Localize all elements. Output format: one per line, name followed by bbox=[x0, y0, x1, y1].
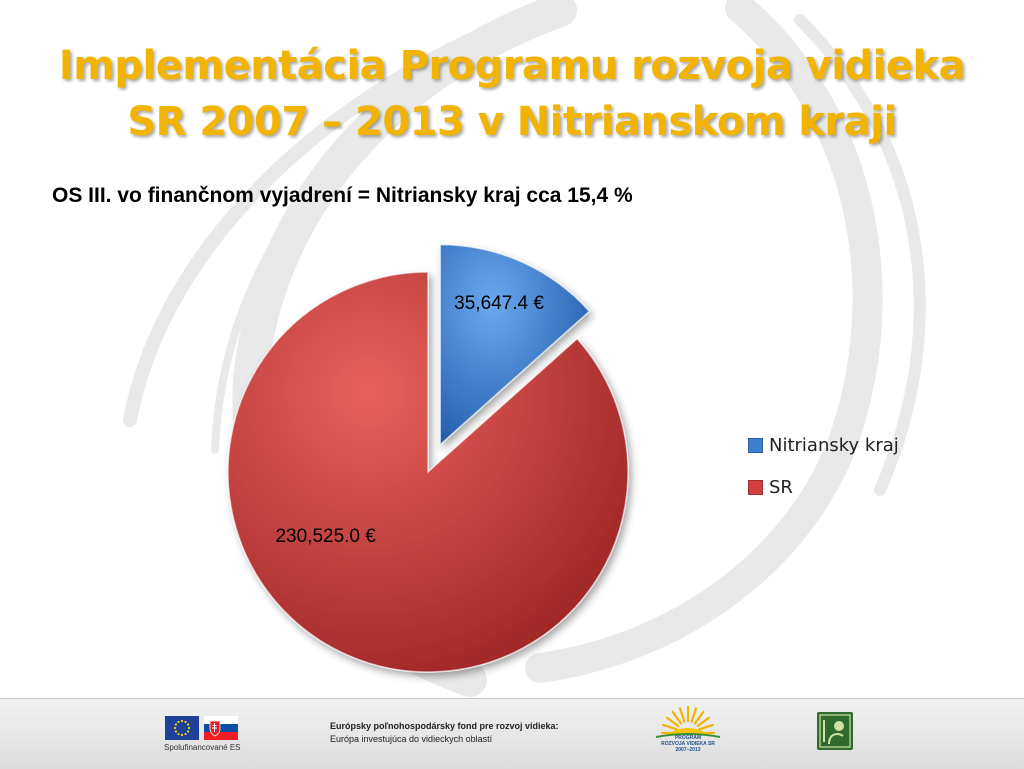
eu-star-icon bbox=[184, 720, 187, 724]
eu-star-icon bbox=[186, 730, 190, 733]
program-logo bbox=[655, 705, 721, 738]
sun-ray-icon bbox=[698, 723, 714, 731]
eu-caption: Spolufinancované ES bbox=[164, 743, 241, 752]
eu-flag-icon bbox=[165, 716, 199, 740]
eu-star-icon bbox=[174, 730, 178, 733]
footer-bar: Spolufinancované ES Európsky poľnohospod… bbox=[0, 698, 1024, 769]
legend-item: Nitriansky kraj bbox=[748, 424, 899, 466]
pie-slice-1 bbox=[227, 271, 629, 673]
program-line-2: ROZVOJA VIDIEKA SR bbox=[661, 741, 715, 747]
legend-item: SR bbox=[748, 466, 899, 508]
legend-swatch bbox=[748, 479, 763, 495]
data-label-0: 35,647.4 € bbox=[454, 293, 544, 314]
pie-chart: 35,647.4 € 230,525.0 € bbox=[227, 243, 629, 673]
eu-star-icon bbox=[180, 719, 184, 723]
program-line-1: PROGRAM bbox=[674, 735, 702, 741]
program-text: PROGRAM ROZVOJA VIDIEKA SR 2007–2013 bbox=[648, 735, 728, 753]
fund-text: Európsky poľnohospodársky fond pre rozvo… bbox=[330, 720, 559, 746]
sun-ray-icon bbox=[690, 707, 698, 723]
eu-star-icon bbox=[177, 732, 180, 736]
pie-slice-0 bbox=[439, 243, 591, 447]
eu-star-icon bbox=[173, 726, 177, 730]
eu-star-icon bbox=[174, 723, 178, 726]
sun-ray-icon bbox=[678, 707, 686, 723]
legend-label: SR bbox=[769, 476, 793, 498]
title-line-1: Implementácia Programu rozvoja vidieka bbox=[58, 43, 966, 89]
eu-star-icon bbox=[187, 726, 191, 730]
chart-legend: Nitriansky kraj SR bbox=[748, 424, 899, 508]
program-line-3: 2007–2013 bbox=[675, 747, 701, 753]
fund-line-2: Európa investujúca do vidieckych oblastí bbox=[330, 734, 493, 744]
slovak-flag-icon bbox=[204, 716, 238, 740]
leader-logo bbox=[817, 712, 853, 750]
eu-star-icon bbox=[186, 723, 190, 726]
title-line-2: SR 2007 – 2013 v Nitrianskom kraji bbox=[127, 99, 897, 145]
sun-ray-icon bbox=[696, 716, 711, 728]
chart-subtitle: OS III. vo finančnom vyjadrení = Nitrian… bbox=[52, 184, 633, 207]
sun-ray-icon bbox=[662, 723, 678, 731]
eu-star-icon bbox=[184, 732, 187, 736]
sun-ray-icon bbox=[693, 710, 705, 725]
sun-ray-icon bbox=[665, 716, 680, 728]
fund-line-1: Európsky poľnohospodársky fond pre rozvo… bbox=[330, 721, 559, 731]
eu-star-icon bbox=[177, 720, 180, 724]
eu-star-icon bbox=[180, 733, 184, 737]
sun-ray-icon bbox=[671, 710, 683, 725]
data-label-1: 230,525.0 € bbox=[275, 526, 376, 547]
legend-swatch bbox=[748, 437, 763, 453]
page-title: Implementácia Programu rozvoja vidieka S… bbox=[0, 38, 1024, 150]
legend-label: Nitriansky kraj bbox=[769, 434, 899, 456]
